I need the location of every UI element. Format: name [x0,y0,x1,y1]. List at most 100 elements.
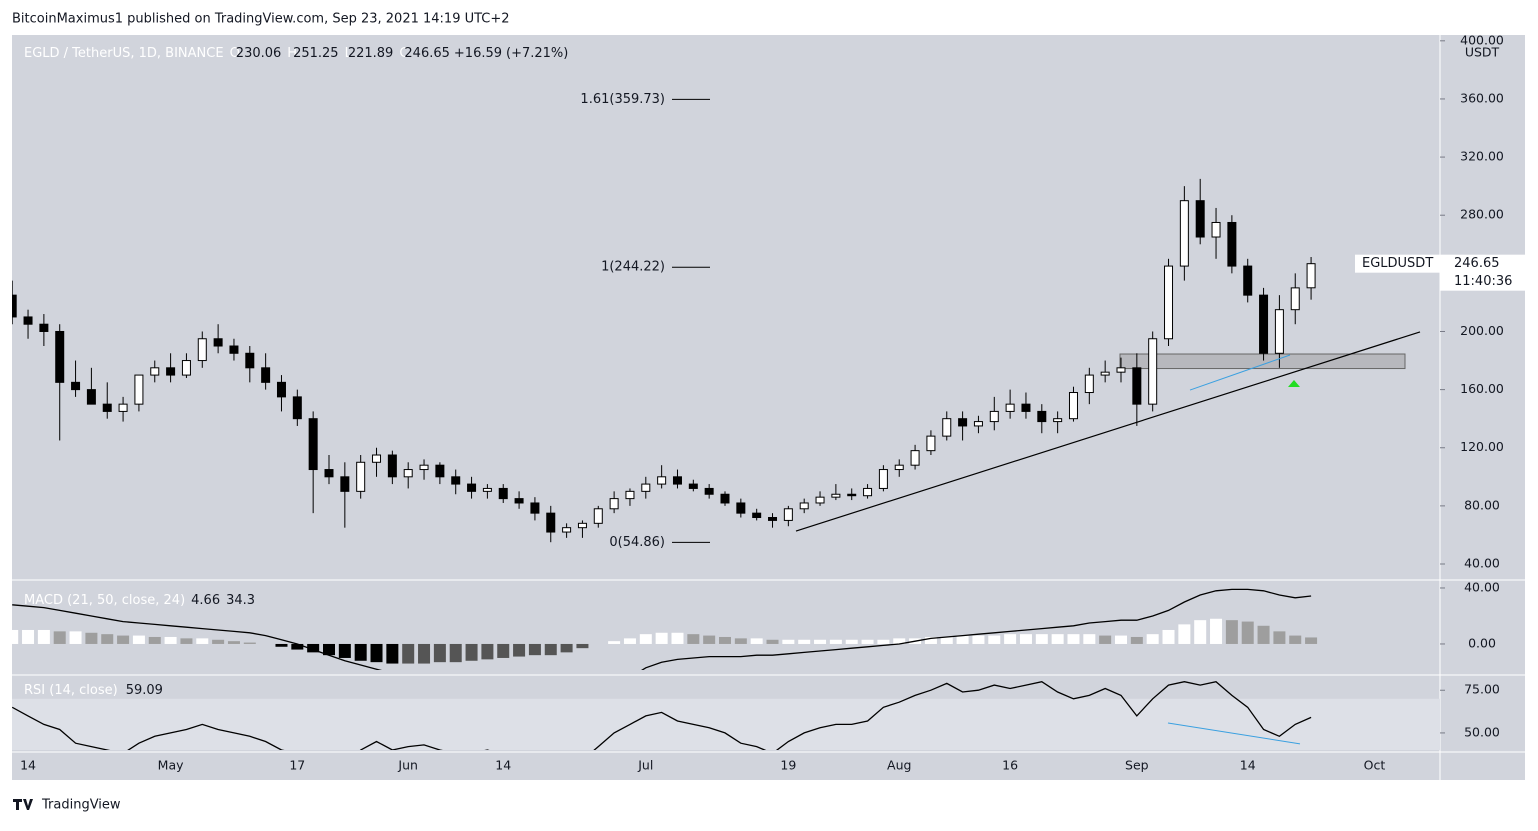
ohlc-value: 246.65 [404,46,450,61]
candle-body [1053,418,1063,423]
histogram-bar [623,638,636,644]
macd-value: 34.3 [226,593,255,608]
candle-body [847,493,857,497]
histogram-bar [1083,634,1096,644]
histogram-bar [687,634,700,644]
candle-body [482,487,492,492]
candle-body [1179,200,1189,267]
histogram-bar [814,639,827,644]
candle-body [71,381,81,391]
histogram-bar [69,631,82,644]
candle-body [1148,338,1158,405]
ohlc-letter: O [230,46,240,61]
macd-pane [12,588,1318,670]
histogram-bar [12,629,19,644]
price-pane: 1.61(359.73) 1(244.22) 0(54.86) [12,92,1421,550]
candle-body [815,496,825,504]
candle-body [625,490,635,500]
histogram-bar [449,643,462,663]
histogram-bar [418,643,431,664]
histogram-bar [766,639,779,644]
ohlc-value: 251.25 [293,46,339,61]
rsi-band [12,698,1440,750]
histogram-bar [164,636,177,644]
candle-body [1227,221,1237,267]
candle-body [688,483,698,489]
candle-body [403,469,413,478]
candle-body [799,502,809,510]
histogram-bar [988,635,1001,644]
histogram-bar [1051,634,1064,644]
chart-background [12,35,1525,780]
legend-header: EGLD / TetherUS, 1D, BINANCE O230.06 H251.… [24,46,568,61]
candle-body [736,502,746,514]
price-tag-name: EGLDUSDT [1362,256,1433,271]
candle-body [1290,287,1300,311]
histogram-bar [1225,620,1238,644]
ohlc-letter: L [345,46,353,61]
y-tick-label: 75.00 [1464,682,1500,697]
y-tick-label: 200.00 [1460,323,1504,338]
histogram-bar [370,643,383,663]
histogram-bar [433,643,446,663]
histogram-bar [719,636,731,644]
candle-body [863,487,873,497]
histogram-bar [465,643,478,661]
candle-body [657,476,667,485]
change: +16.59 [454,46,502,61]
y-tick-label: 80.00 [1464,497,1500,512]
histogram-bar [893,638,906,644]
histogram-bar [117,635,130,644]
histogram-bar [544,643,557,656]
histogram-bar [829,639,842,644]
x-tick-label: 16 [1002,758,1018,773]
x-tick-label: 14 [495,758,511,773]
candle-body [958,418,968,427]
candle-body [926,435,936,452]
candle-body [276,381,286,398]
signal-arrow [1288,380,1300,387]
currency: USDT [1465,45,1500,60]
candle-body [1005,403,1015,412]
ohlc-letter: H [287,46,297,61]
histogram-bar [1115,635,1127,644]
histogram-bar [291,643,304,650]
candle-body [1084,374,1094,394]
candle-body [514,498,524,504]
candle-body [878,469,888,489]
candle-body [577,522,587,529]
price-tag-axis [1440,254,1525,291]
candle-body [973,421,983,427]
histogram-bar [861,639,874,644]
candle-body [831,493,841,498]
rsi-value: 59.09 [126,683,163,698]
y-tick-label: 360.00 [1460,90,1504,105]
histogram-bar [227,641,240,644]
histogram-bar [497,643,510,658]
candle-body [530,502,540,514]
histogram-bar [1178,624,1191,644]
histogram-bar [212,639,225,644]
x-tick-label: Jun [397,758,418,773]
histogram-bar [196,638,209,644]
histogram-bar [940,636,953,644]
histogram-bar [243,642,256,644]
x-tick-label: May [158,758,184,773]
candle-body [562,527,572,533]
fib-label: 0(54.86) [609,535,665,550]
candle-body [86,389,96,405]
macd-legend: MACD (21, 50, close, 24) 4.66 34.3 [24,593,255,608]
y-tick-label: 50.00 [1464,724,1500,739]
candle-body [166,367,176,376]
histogram-bar [180,638,193,644]
candle-body [1243,265,1253,296]
macd-title: MACD (21, 50, close, 24) [24,593,185,608]
support-zone [1119,353,1406,370]
ohlc-value: 221.89 [348,46,394,61]
histogram-bar [37,629,50,644]
histogram-bar [1146,634,1159,644]
histogram-bar [639,634,652,644]
histogram-bar [1035,634,1048,644]
histogram-bar [1067,634,1080,644]
candle-body [910,450,920,466]
